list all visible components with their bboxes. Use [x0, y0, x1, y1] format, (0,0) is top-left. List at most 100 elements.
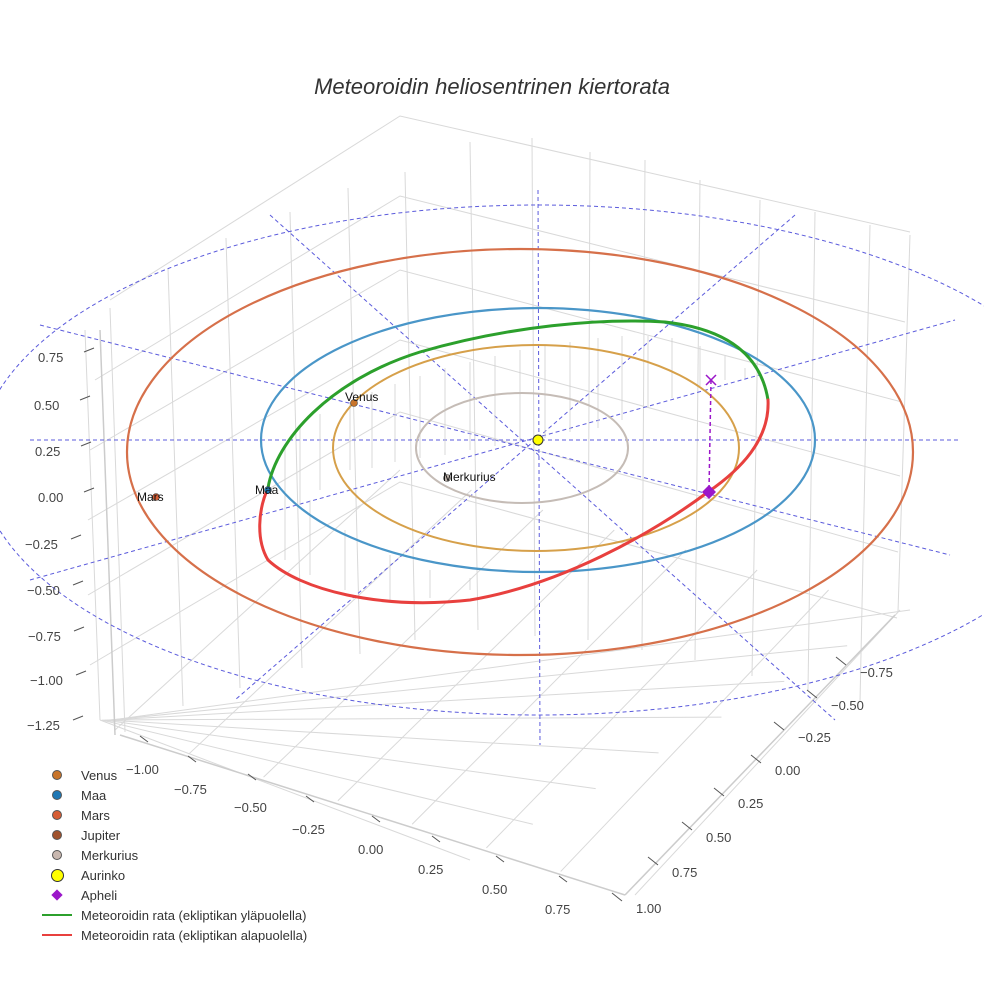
- grid-line-left-3: [225, 237, 241, 689]
- grid-line-left-0: [84, 329, 101, 721]
- x-tick-label-1: −0.75: [174, 782, 207, 797]
- floor-grid-a-0: [99, 719, 471, 861]
- planet-orbits: [125, 247, 915, 657]
- y-tick-label-7: 1.00: [636, 901, 661, 916]
- legend-item[interactable]: Meteoroidin rata (ekliptikan yläpuolella…: [40, 905, 307, 925]
- x-tick-mark-3: [305, 795, 315, 803]
- grid-level-4: [87, 411, 899, 596]
- x-tick-label-5: 0.25: [418, 862, 443, 877]
- grid-line-left-6: [404, 171, 416, 641]
- planet-marker-merkurius: [443, 474, 451, 482]
- floor-grid-a-6: [110, 645, 848, 721]
- x-tick-mark-6: [495, 855, 505, 863]
- grid-line-right-0: [469, 141, 479, 631]
- x-tick-label-4: 0.00: [358, 842, 383, 857]
- legend-item[interactable]: Venus: [40, 765, 307, 785]
- z-tick-mark-1: [79, 395, 91, 401]
- legend-symbol: [40, 785, 74, 805]
- x-tick-label-7: 0.75: [545, 902, 570, 917]
- z-tick-mark-0: [83, 347, 95, 353]
- grid-line-right-4: [694, 179, 701, 661]
- y-tick-mark-5: [681, 821, 693, 831]
- y-tick-label-6: 0.75: [672, 865, 697, 880]
- ecliptic-radial-0: [269, 214, 836, 721]
- x-tick-label-0: −1.00: [126, 762, 159, 777]
- x-tick-label-2: −0.50: [234, 800, 267, 815]
- floor-grid-a-7: [111, 609, 911, 721]
- z-tick-mark-3: [83, 487, 95, 493]
- legend-item[interactable]: Maa: [40, 785, 307, 805]
- z-axis-line: [99, 329, 116, 736]
- x-tick-mark-4: [371, 815, 381, 823]
- legend-sun-symbol: [50, 868, 64, 882]
- grid-level-1: [94, 195, 906, 381]
- grid-line-right-3: [641, 159, 646, 651]
- legend-label: Meteoroidin rata (ekliptikan alapuolella…: [81, 927, 308, 943]
- z-tick-mark-5: [72, 580, 84, 586]
- z-tick-label-8: −1.25: [27, 718, 60, 733]
- y-tick-label-3: 0.00: [775, 763, 800, 778]
- grid-line-right-8: [897, 234, 911, 613]
- grid-line-left-2: [167, 267, 184, 707]
- x-tick-label-3: −0.25: [292, 822, 325, 837]
- z-tick-mark-7: [75, 670, 87, 676]
- floor-grid-b-7: [634, 609, 901, 896]
- legend-item[interactable]: Meteoroidin rata (ekliptikan alapuolella…: [40, 925, 307, 945]
- legend-dot-symbol: [52, 830, 62, 840]
- z-tick-label-2: 0.25: [35, 444, 60, 459]
- floor-grid-b-5: [486, 569, 758, 849]
- legend-label: Aurinko: [81, 867, 126, 883]
- z-tick-label-3: 0.00: [38, 490, 63, 505]
- legend-dot-symbol: [52, 790, 62, 800]
- ecliptic-radial-3: [29, 319, 956, 581]
- legend-item[interactable]: Mars: [40, 805, 307, 825]
- planet-label-merkurius: Merkurius: [443, 470, 496, 484]
- x-tick-mark-0: [139, 735, 149, 743]
- ecliptic-outer-circle: [0, 204, 984, 716]
- legend-item[interactable]: Apheli: [40, 885, 307, 905]
- planet-marker-venus: [350, 399, 358, 407]
- floor-grid-b-6: [560, 589, 829, 872]
- legend-label: Mars: [81, 807, 110, 823]
- floor-grid-b-0: [114, 469, 401, 731]
- legend-label: Maa: [81, 787, 107, 803]
- aphelion-projection-marker: [705, 374, 717, 386]
- legend: Venus Maa Mars Jupiter Merkurius Aurinko Aphel…: [40, 765, 307, 945]
- legend-item[interactable]: Aurinko: [40, 865, 307, 885]
- chart-title: Meteoroidin heliosentrinen kiertorata: [314, 74, 670, 99]
- legend-label: Venus: [81, 767, 118, 783]
- axis-grid: [84, 115, 911, 896]
- legend-dot-symbol: [52, 850, 62, 860]
- legend-symbol: [40, 885, 74, 905]
- y-tick-label-4: 0.25: [738, 796, 763, 811]
- z-tick-label-5: −0.50: [27, 583, 60, 598]
- grid-level-5: [89, 481, 898, 666]
- z-tick-label-7: −1.00: [30, 673, 63, 688]
- markers: Venus Maa Mars Merkurius: [137, 374, 717, 504]
- orbit-maa: [259, 306, 817, 574]
- meteoroid-orbit-below: [258, 398, 770, 605]
- legend-item[interactable]: Merkurius: [40, 845, 307, 865]
- legend-dot-symbol: [52, 770, 62, 780]
- x-axis-line: [119, 734, 626, 896]
- legend-label: Jupiter: [81, 827, 121, 843]
- y-axis-line: [624, 614, 896, 896]
- legend-symbol: [40, 925, 74, 945]
- legend-symbol: [40, 845, 74, 865]
- floor-grid-a-1: [101, 719, 533, 825]
- grid-line-right-7: [859, 224, 871, 703]
- x-tick-mark-2: [247, 773, 257, 781]
- y-tick-mark-6: [647, 856, 659, 866]
- legend-item[interactable]: Jupiter: [40, 825, 307, 845]
- legend-label: Merkurius: [81, 847, 139, 863]
- z-tick-label-0: 0.75: [38, 350, 63, 365]
- y-tick-mark-0: [835, 656, 847, 666]
- floor-grid-a-4: [106, 716, 722, 721]
- planet-label-venus: Venus: [345, 390, 378, 404]
- meteoroid-orbit: [258, 319, 770, 605]
- legend-symbol: [40, 905, 74, 925]
- y-tick-label-2: −0.25: [798, 730, 831, 745]
- grid-line-right-5: [751, 199, 761, 677]
- grid-level-2: [89, 269, 903, 451]
